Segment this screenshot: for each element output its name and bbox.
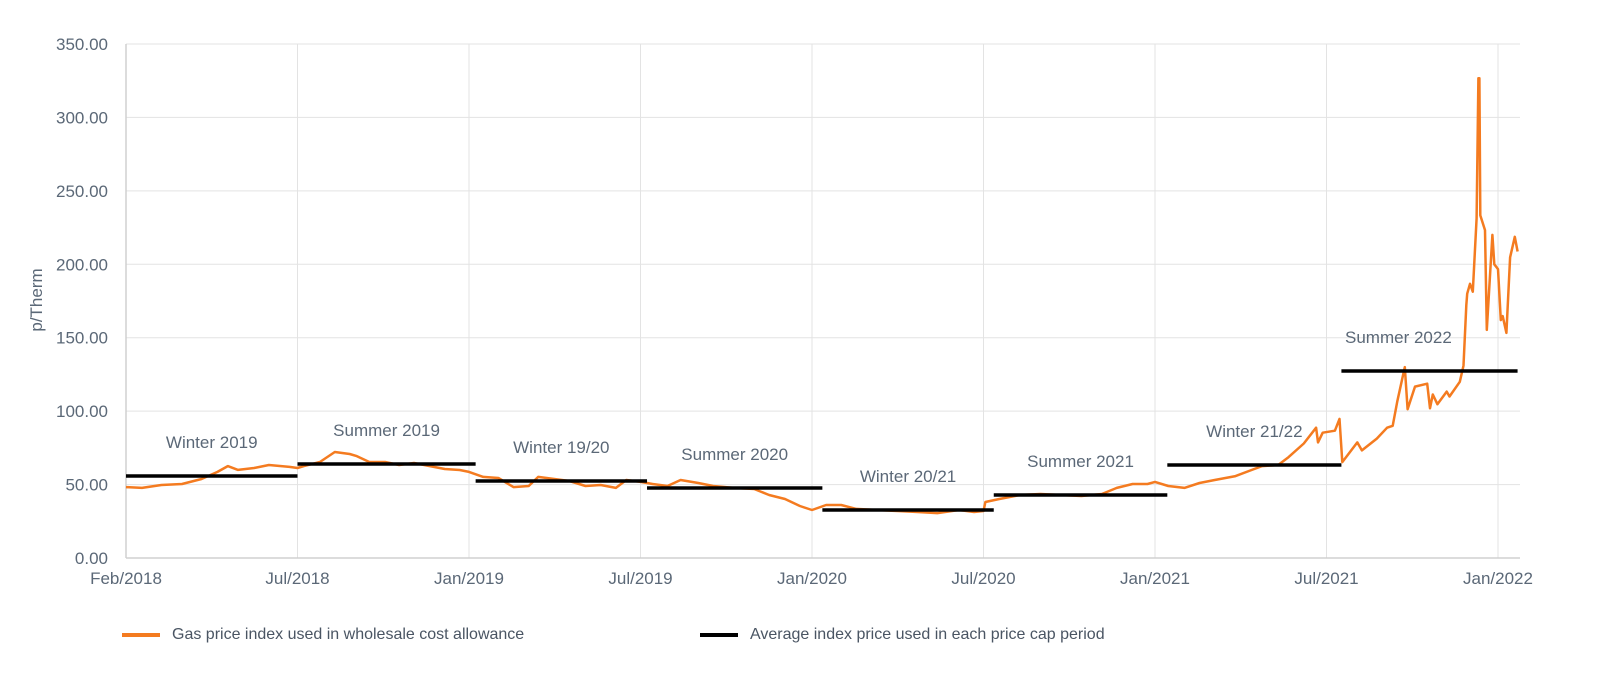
x-tick-label: Jul/2020 xyxy=(951,569,1015,588)
x-tick-label: Jul/2021 xyxy=(1294,569,1358,588)
period-label: Summer 2020 xyxy=(681,445,788,464)
orange-line-swatch-icon xyxy=(122,633,160,637)
axes xyxy=(125,44,1520,559)
x-tick-label: Jan/2021 xyxy=(1120,569,1190,588)
legend-label-gas-index: Gas price index used in wholesale cost a… xyxy=(172,626,525,643)
y-tick-label: 300.00 xyxy=(56,108,108,127)
y-axis-title: p/Therm xyxy=(27,268,46,331)
legend-item-gas-index[interactable]: Gas price index used in wholesale cost a… xyxy=(122,626,524,644)
x-tick-label: Jul/2019 xyxy=(608,569,672,588)
legend-label-average-index: Average index price used in each price c… xyxy=(750,626,1105,643)
y-tick-label: 200.00 xyxy=(56,255,108,274)
x-tick-label: Jul/2018 xyxy=(265,569,329,588)
legend-item-average-index[interactable]: Average index price used in each price c… xyxy=(700,626,1105,644)
period-label: Summer 2019 xyxy=(333,421,440,440)
price-cap-periods: Winter 2019 Summer 2019 Winter 19/20 Summer… xyxy=(126,328,1518,512)
y-tick-label: 250.00 xyxy=(56,182,108,201)
period-label: Summer 2021 xyxy=(1027,452,1134,471)
gas-price-series xyxy=(125,76,1519,515)
x-tick-label: Jan/2022 xyxy=(1463,569,1533,588)
gridlines xyxy=(126,43,1520,558)
period-label: Summer 2022 xyxy=(1345,328,1452,347)
y-tick-label: 350.00 xyxy=(56,35,108,54)
y-tick-label: 50.00 xyxy=(65,476,108,495)
period-label: Winter 19/20 xyxy=(513,438,609,457)
x-tick-label: Feb/2018 xyxy=(90,569,162,588)
y-tick-label: 100.00 xyxy=(56,402,108,421)
x-tick-label: Jan/2019 xyxy=(434,569,504,588)
period-label: Winter 20/21 xyxy=(860,467,956,486)
period-label: Winter 21/22 xyxy=(1206,422,1302,441)
y-tick-labels: 0.00 50.00 100.00 150.00 200.00 250.00 300.00 3… xyxy=(56,35,108,568)
x-tick-labels: Feb/2018 Jul/2018 Jan/2019 Jul/2019 Jan/2020… xyxy=(90,569,1533,588)
black-line-swatch-icon xyxy=(700,633,738,637)
y-tick-label: 0.00 xyxy=(75,549,108,568)
period-label: Winter 2019 xyxy=(166,433,258,452)
gas-price-line xyxy=(125,76,1519,515)
x-tick-label: Jan/2020 xyxy=(777,569,847,588)
y-tick-label: 150.00 xyxy=(56,329,108,348)
